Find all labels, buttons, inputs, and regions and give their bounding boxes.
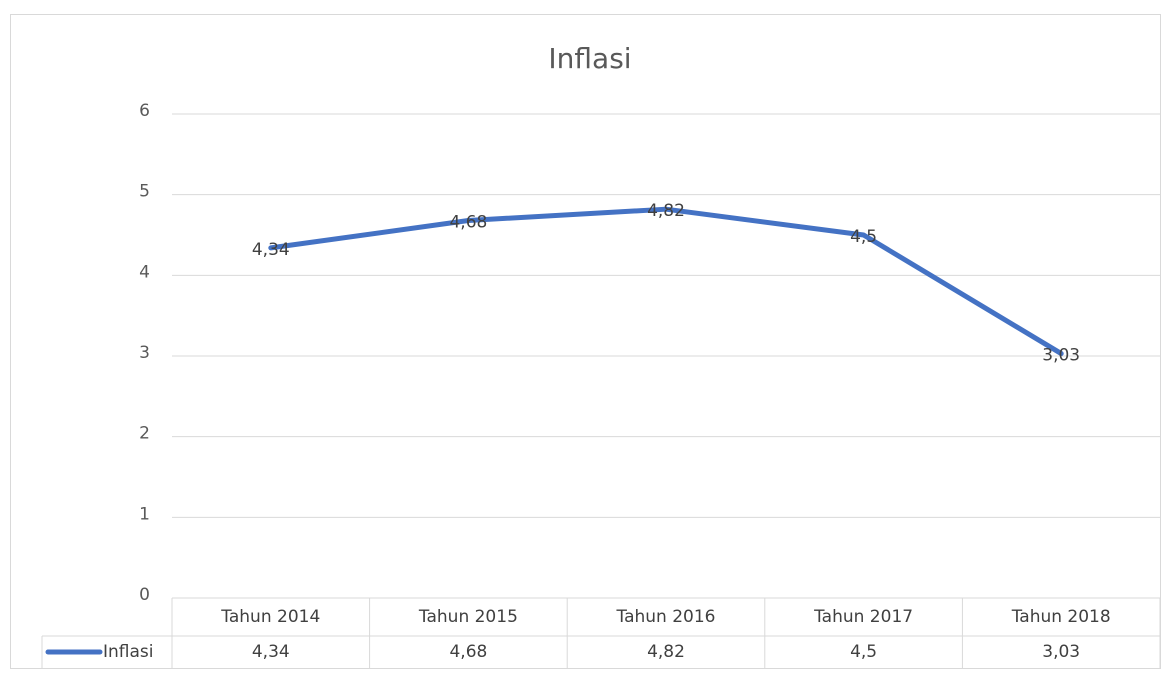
legend-label: Inflasi [103,642,154,662]
table-value: 4,5 [850,642,877,662]
data-label: 4,5 [850,227,877,247]
x-tick-label: Tahun 2017 [813,607,913,627]
table-value: 4,68 [449,642,487,662]
y-tick-label: 6 [139,101,150,121]
chart-border [10,14,1161,669]
x-tick-label: Tahun 2018 [1011,607,1111,627]
y-tick-label: 4 [139,262,150,282]
x-tick-label: Tahun 2015 [418,607,518,627]
series-line [268,206,1064,357]
table-value: 4,34 [252,642,290,662]
y-tick-label: 5 [139,182,150,202]
data-label: 4,34 [252,240,290,260]
data-label: 4,82 [647,201,685,221]
data-label: 4,68 [449,212,487,232]
y-tick-label: 3 [139,343,150,363]
table-value: 3,03 [1042,642,1080,662]
x-tick-label: Tahun 2014 [220,607,320,627]
y-tick-label: 0 [139,585,150,605]
y-tick-label: 1 [139,504,150,524]
x-tick-label: Tahun 2016 [616,607,716,627]
data-label: 3,03 [1042,346,1080,366]
chart-title: Inflasi [548,42,631,75]
table-value: 4,82 [647,642,685,662]
y-tick-label: 2 [139,424,150,444]
